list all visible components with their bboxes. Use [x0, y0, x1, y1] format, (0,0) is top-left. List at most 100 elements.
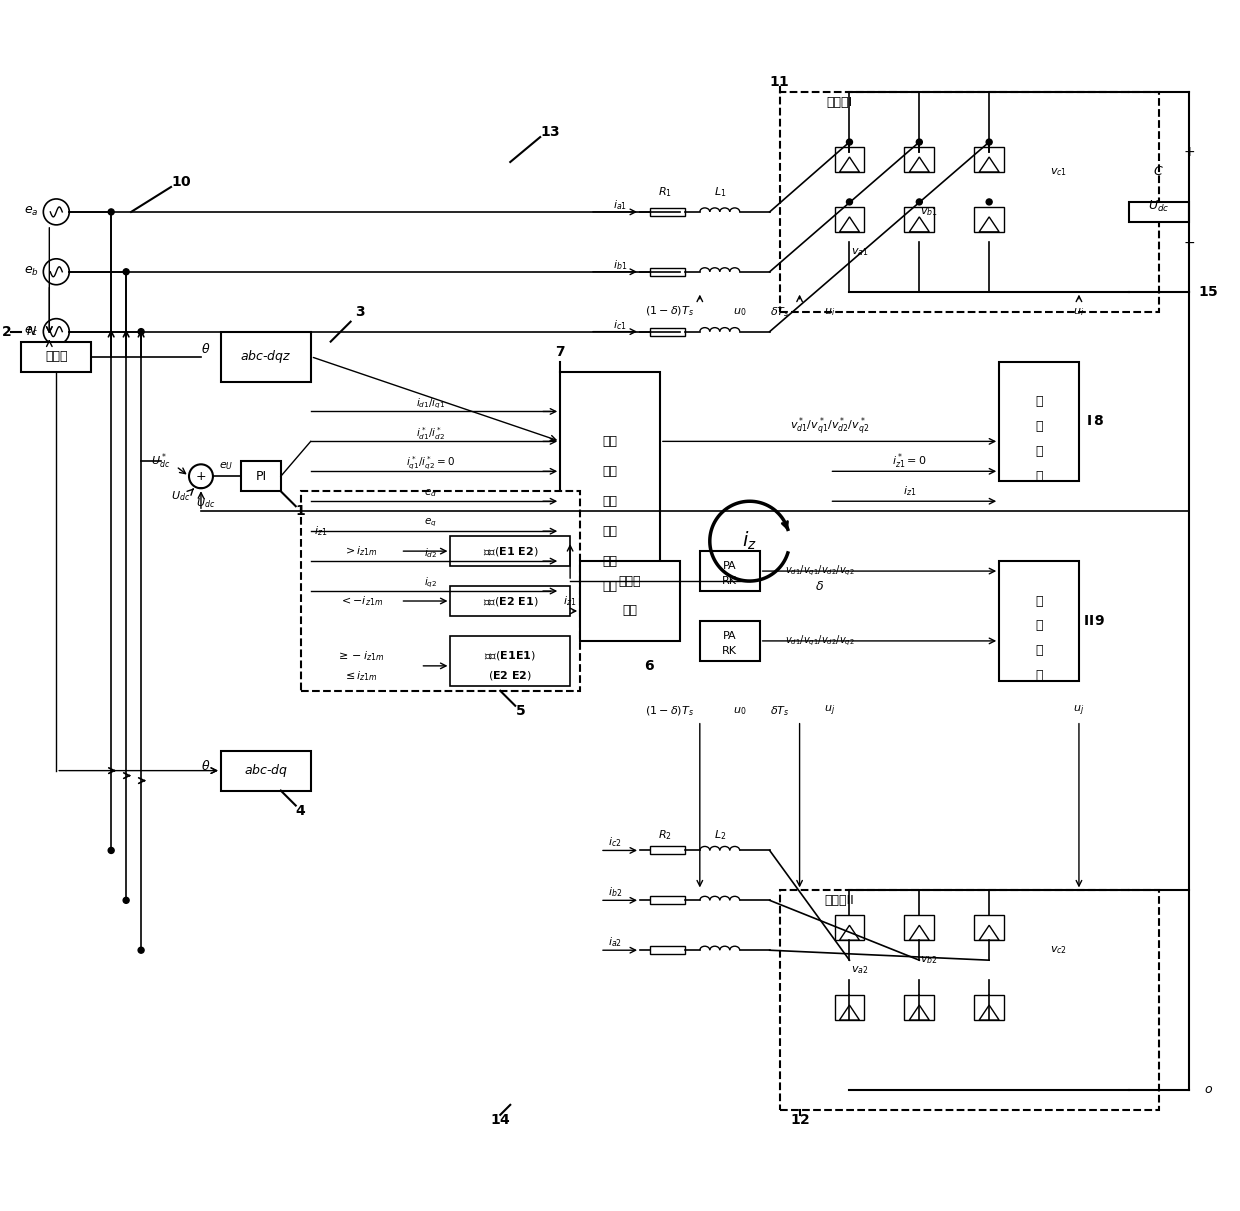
Circle shape	[108, 210, 114, 214]
Text: $\mathbf{9}$: $\mathbf{9}$	[1094, 614, 1105, 629]
Text: $i_{z1}$: $i_{z1}$	[903, 484, 916, 498]
Text: $U_{dc}^*$: $U_{dc}^*$	[151, 452, 171, 471]
Text: $v_{d1}/v_{q1}/v_{d2}/v_{q2}$: $v_{d1}/v_{q1}/v_{d2}/v_{q2}$	[785, 564, 854, 579]
Text: $U_{dc}$: $U_{dc}$	[171, 489, 191, 503]
Text: $i_{a1}$: $i_{a1}$	[613, 199, 627, 212]
Bar	[835, 995, 864, 1020]
Text: 数: 数	[1035, 470, 1043, 483]
Circle shape	[986, 139, 992, 145]
Text: $u_0$: $u_0$	[733, 705, 746, 717]
Text: $\leq i_{z1m}$: $\leq i_{z1m}$	[343, 668, 378, 683]
Text: $R_2$: $R_2$	[658, 828, 672, 843]
Text: $L_2$: $L_2$	[713, 828, 725, 843]
Bar	[650, 268, 684, 276]
Text: $i_{d1}/i_{q1}$: $i_{d1}/i_{q1}$	[415, 396, 445, 411]
Text: $\mathbf{14}$: $\mathbf{14}$	[490, 1113, 511, 1126]
Bar	[301, 492, 580, 690]
Text: $\delta$: $\delta$	[815, 580, 825, 592]
Text: $e_U$: $e_U$	[218, 460, 233, 472]
Text: 整流器I: 整流器I	[826, 96, 853, 109]
Bar	[450, 586, 570, 616]
Text: $\delta T_s$: $\delta T_s$	[770, 305, 790, 318]
Text: 计算: 计算	[603, 580, 618, 592]
Text: 区间$(\mathbf{E2\ E1})$: 区间$(\mathbf{E2\ E1})$	[482, 595, 538, 608]
Circle shape	[847, 199, 852, 205]
Bar	[699, 551, 760, 591]
Text: $i_{b2}$: $i_{b2}$	[608, 885, 622, 900]
Bar	[904, 916, 934, 940]
Text: $\mathbf{6}$: $\mathbf{6}$	[645, 659, 656, 673]
Text: $>i_{z1m}$: $>i_{z1m}$	[343, 544, 378, 558]
Text: $u_i$: $u_i$	[1074, 305, 1085, 317]
Text: $\mathbf{12}$: $\mathbf{12}$	[790, 1113, 810, 1126]
Text: $e_c$: $e_c$	[24, 325, 38, 338]
Text: $i_{c2}$: $i_{c2}$	[609, 836, 621, 849]
Text: $\mathbf{II}$: $\mathbf{II}$	[1084, 614, 1095, 629]
Bar	[650, 946, 684, 954]
Text: $U_{dc}$: $U_{dc}$	[1148, 200, 1169, 214]
Circle shape	[123, 897, 129, 903]
Text: PA: PA	[723, 561, 737, 572]
Text: $\mathbf{10}$: $\mathbf{10}$	[171, 174, 191, 189]
Text: $u_i$: $u_i$	[823, 305, 835, 317]
Bar	[904, 147, 934, 172]
Text: $i_{q1}^*/i_{q2}^*=0$: $i_{q1}^*/i_{q2}^*=0$	[405, 454, 455, 472]
Text: $v_{c2}$: $v_{c2}$	[1050, 945, 1068, 957]
Text: $\geq-i_{z1m}$: $\geq-i_{z1m}$	[336, 649, 384, 662]
Bar	[999, 561, 1079, 681]
Bar	[835, 916, 864, 940]
Text: RK: RK	[722, 645, 738, 656]
Text: $i_{q2}$: $i_{q2}$	[424, 576, 438, 590]
Text: $v_{d1}^*/v_{q1}^*/v_{d2}^*/v_{q2}^*$: $v_{d1}^*/v_{q1}^*/v_{d2}^*/v_{q2}^*$	[790, 415, 869, 437]
Bar	[450, 536, 570, 566]
Text: 价: 价	[1035, 395, 1043, 408]
Text: 值: 值	[1035, 620, 1043, 632]
Text: $-$: $-$	[196, 481, 206, 492]
Text: 电压: 电压	[603, 555, 618, 568]
Text: $+$: $+$	[196, 470, 207, 483]
Text: $abc$-$dq$: $abc$-$dq$	[243, 762, 288, 779]
Text: $v_{a2}$: $v_{a2}$	[851, 964, 868, 976]
Text: $i_{c1}$: $i_{c1}$	[614, 317, 626, 332]
Text: $i_{d1}^*/i_{d2}^*$: $i_{d1}^*/i_{d2}^*$	[415, 425, 445, 442]
Bar	[835, 207, 864, 231]
Bar	[650, 208, 684, 216]
Text: $\mathbf{3}$: $\mathbf{3}$	[356, 305, 366, 318]
Bar	[450, 636, 570, 685]
Text: $\mathbf{13}$: $\mathbf{13}$	[541, 125, 560, 139]
Text: $u_j$: $u_j$	[1074, 704, 1085, 718]
Text: 中点: 中点	[603, 495, 618, 507]
Bar	[650, 328, 684, 335]
Text: 锁相环: 锁相环	[45, 350, 67, 363]
Bar	[221, 332, 311, 381]
Text: $i_{z1}$: $i_{z1}$	[314, 524, 327, 538]
Bar	[999, 362, 1079, 481]
Text: $u_0$: $u_0$	[733, 305, 746, 317]
Text: $v_{b2}$: $v_{b2}$	[920, 954, 939, 966]
Text: $v_{a1}$: $v_{a1}$	[851, 246, 868, 258]
Text: $U_{dc}$: $U_{dc}$	[196, 497, 216, 510]
Text: $\mathbf{1}$: $\mathbf{1}$	[295, 504, 306, 518]
Text: $i_{b1}$: $i_{b1}$	[613, 258, 627, 271]
Text: $\mathbf{I}$: $\mathbf{I}$	[1086, 414, 1092, 429]
Text: 函: 函	[1035, 644, 1043, 658]
Circle shape	[986, 199, 992, 205]
Text: 数: 数	[1035, 670, 1043, 682]
Bar	[975, 916, 1004, 940]
Text: $i_{a2}$: $i_{a2}$	[608, 935, 622, 949]
Circle shape	[138, 328, 144, 334]
Bar	[780, 92, 1158, 311]
Circle shape	[123, 269, 129, 275]
Bar	[21, 342, 92, 372]
Bar	[780, 890, 1158, 1109]
Text: 占空比: 占空比	[619, 574, 641, 587]
Text: $e_b$: $e_b$	[24, 265, 38, 279]
Text: 值: 值	[1035, 420, 1043, 432]
Text: $i_{z1}$: $i_{z1}$	[563, 595, 577, 608]
Text: $v_{b1}$: $v_{b1}$	[920, 206, 939, 218]
Text: $\mathbf{5}$: $\mathbf{5}$	[515, 704, 526, 718]
Text: $\theta$: $\theta$	[201, 758, 211, 773]
Bar	[1128, 202, 1189, 222]
Text: PI: PI	[255, 470, 267, 483]
Text: $\mathbf{4}$: $\mathbf{4}$	[295, 804, 306, 817]
